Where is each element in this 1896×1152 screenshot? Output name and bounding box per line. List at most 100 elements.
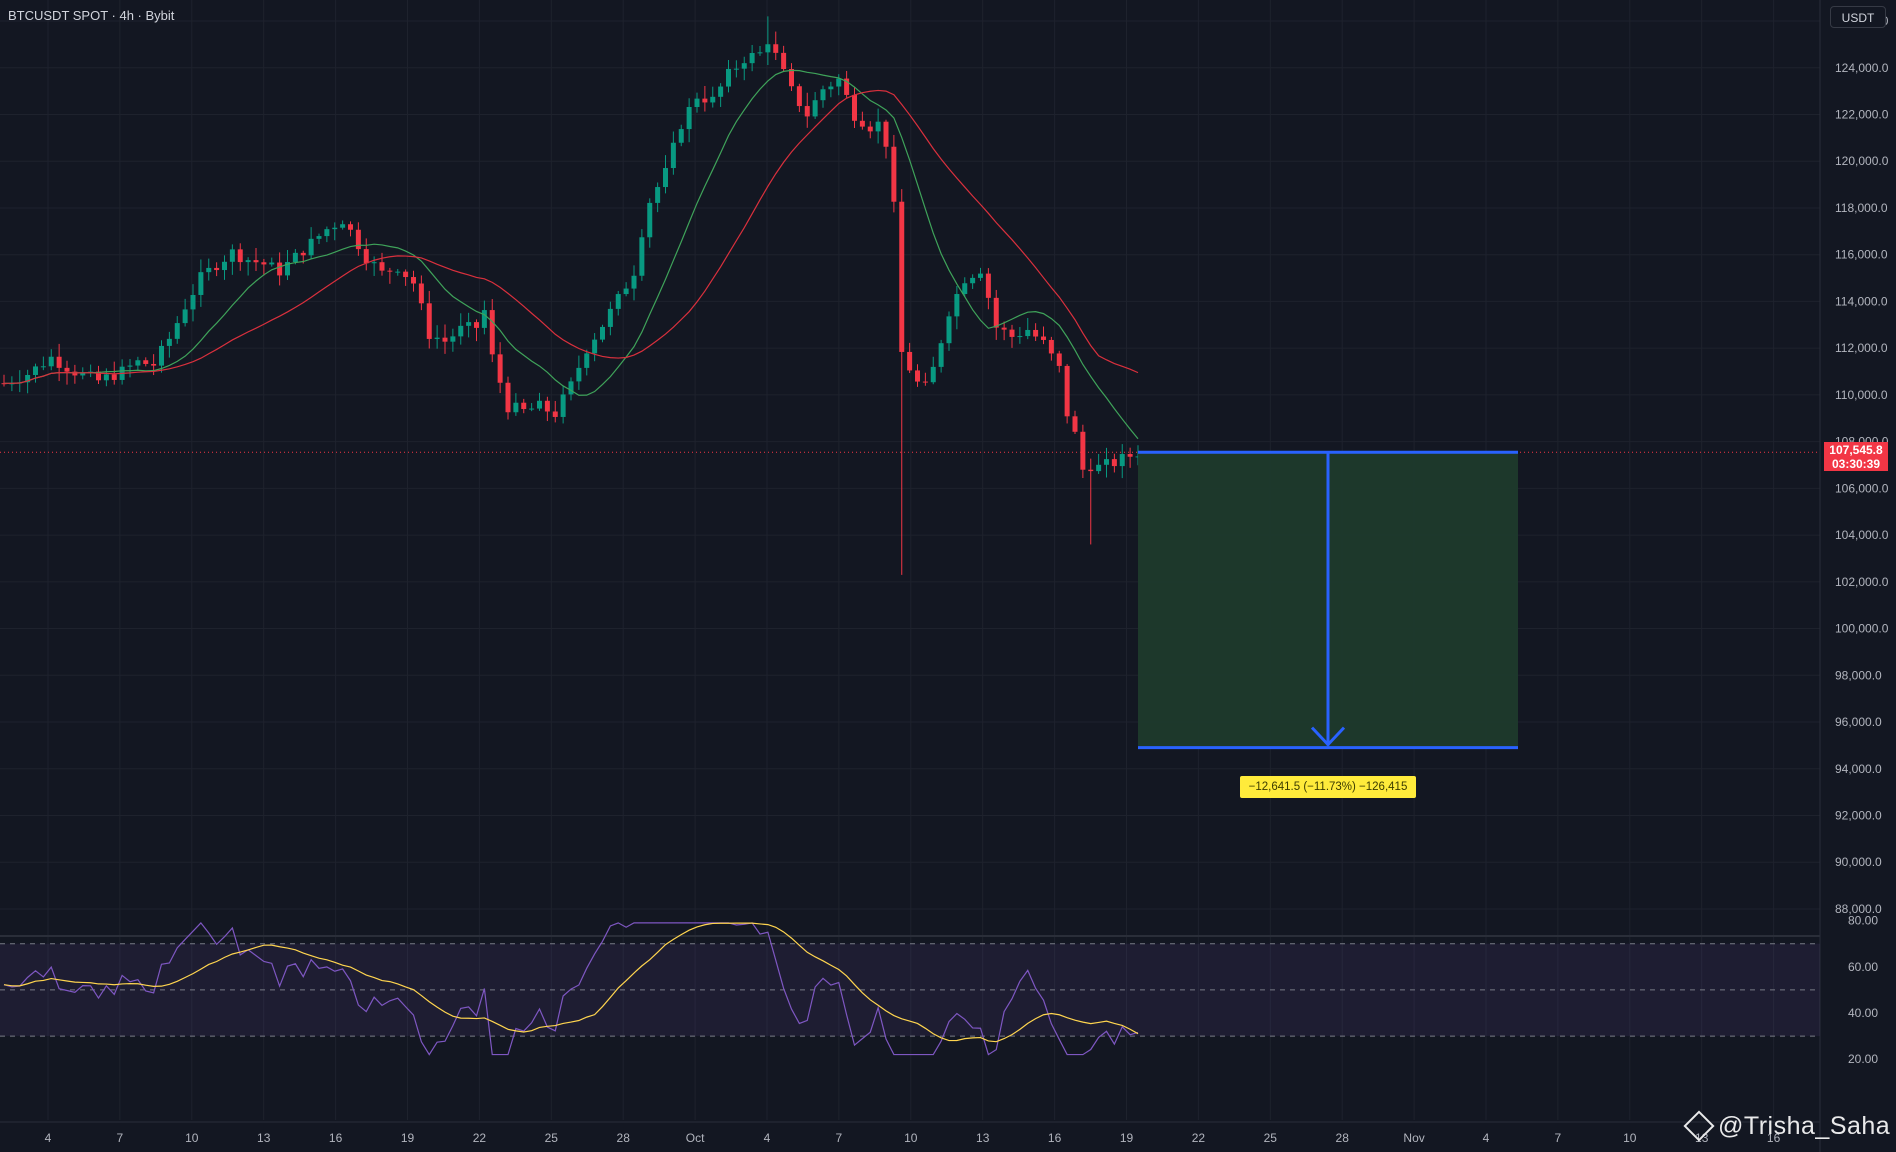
candle: [253, 248, 259, 271]
candle-body: [40, 366, 46, 368]
currency-button[interactable]: USDT: [1830, 6, 1886, 28]
candle: [655, 182, 661, 213]
candle: [584, 349, 590, 376]
candle: [324, 226, 330, 243]
candle-body: [363, 249, 369, 264]
price-tick-label: 96,000.0: [1835, 715, 1882, 729]
candle: [883, 119, 889, 159]
candle: [1009, 324, 1015, 348]
candle-body: [308, 238, 314, 256]
candle: [757, 45, 763, 56]
candle-body: [757, 52, 763, 54]
candle: [1080, 424, 1086, 478]
candle: [214, 262, 220, 277]
candle-body: [426, 303, 432, 339]
candle-body: [710, 96, 716, 103]
candle-body: [922, 381, 928, 383]
candle-body: [190, 294, 196, 310]
candle: [844, 70, 850, 98]
candle: [159, 340, 164, 373]
candle: [985, 268, 991, 310]
candle: [623, 282, 629, 297]
rsi-tick-label: 40.00: [1848, 1006, 1878, 1020]
rsi-ma-line: [3, 922, 1139, 1043]
candle: [639, 229, 645, 281]
candle-body: [726, 68, 731, 87]
candle: [1127, 447, 1133, 468]
candle-body: [340, 224, 346, 228]
time-tick-label: 10: [904, 1131, 918, 1145]
candle-body: [552, 411, 558, 417]
candle: [111, 361, 117, 385]
candle-body: [1088, 469, 1094, 472]
candle: [710, 86, 716, 108]
candle-body: [647, 202, 653, 238]
price-tick-label: 124,000.0: [1835, 61, 1889, 75]
candle: [1001, 321, 1007, 341]
candle: [355, 222, 361, 256]
price-tick-label: 92,000.0: [1835, 808, 1882, 822]
candle-body: [600, 326, 605, 340]
candle-body: [1033, 329, 1039, 337]
candle: [40, 356, 46, 371]
candle-body: [395, 271, 401, 273]
candle: [395, 268, 401, 276]
time-tick-label: 13: [257, 1131, 271, 1145]
candle: [363, 238, 369, 271]
candle-body: [938, 343, 944, 367]
candle-body: [332, 227, 338, 230]
candle-body: [25, 374, 31, 383]
candle: [1072, 410, 1078, 434]
candle-body: [458, 325, 464, 337]
candle: [600, 324, 605, 343]
candle-body: [222, 261, 227, 271]
candle-body: [316, 236, 322, 239]
candle-body: [765, 44, 771, 53]
candle: [678, 124, 684, 147]
price-tick-label: 98,000.0: [1835, 668, 1882, 682]
candle: [261, 258, 267, 276]
price-tick-label: 116,000.0: [1835, 248, 1888, 262]
candle: [277, 252, 283, 286]
candle-body: [253, 260, 259, 263]
measure-tool: [1138, 450, 1518, 750]
candle: [828, 81, 834, 98]
candle-body: [1072, 416, 1078, 432]
candle: [930, 356, 936, 385]
time-tick-label: 13: [1695, 1131, 1709, 1145]
rsi-line: [3, 921, 1139, 1056]
candle: [899, 189, 905, 575]
candle: [72, 364, 78, 384]
candle: [88, 364, 94, 378]
candle: [426, 290, 432, 349]
price-tick-label: 120,000.0: [1835, 154, 1889, 168]
candle-body: [166, 338, 172, 346]
candle: [1017, 327, 1023, 344]
candle: [292, 249, 298, 265]
candle: [1033, 323, 1039, 342]
candle: [718, 83, 724, 107]
candle-body: [749, 53, 755, 64]
candle: [521, 398, 527, 414]
candle: [182, 298, 188, 327]
binance-logo-icon: [1683, 1110, 1715, 1142]
time-axis: 4 7 10 13 16 19 22 25 28 Oct 4 7 10 13 16 19 22 25 28 Nov 4 7…: [45, 1131, 1781, 1145]
candle: [1, 374, 7, 387]
candle-body: [411, 277, 416, 284]
candle: [552, 400, 558, 423]
candle-body: [135, 360, 141, 366]
time-tick-label: 28: [1336, 1131, 1350, 1145]
candle: [348, 221, 353, 237]
candle-body: [481, 310, 487, 328]
candle: [285, 249, 290, 280]
rsi-tick-label: 20.00: [1848, 1052, 1878, 1066]
time-tick-label: 22: [1192, 1131, 1206, 1145]
price-tick-label: 100,000.0: [1835, 622, 1889, 636]
candle-body: [962, 283, 968, 295]
candle-body: [560, 394, 566, 417]
candle: [560, 385, 566, 424]
price-tick-label: 90,000.0: [1835, 855, 1882, 869]
candle: [537, 392, 542, 411]
candle-body: [1017, 336, 1023, 338]
